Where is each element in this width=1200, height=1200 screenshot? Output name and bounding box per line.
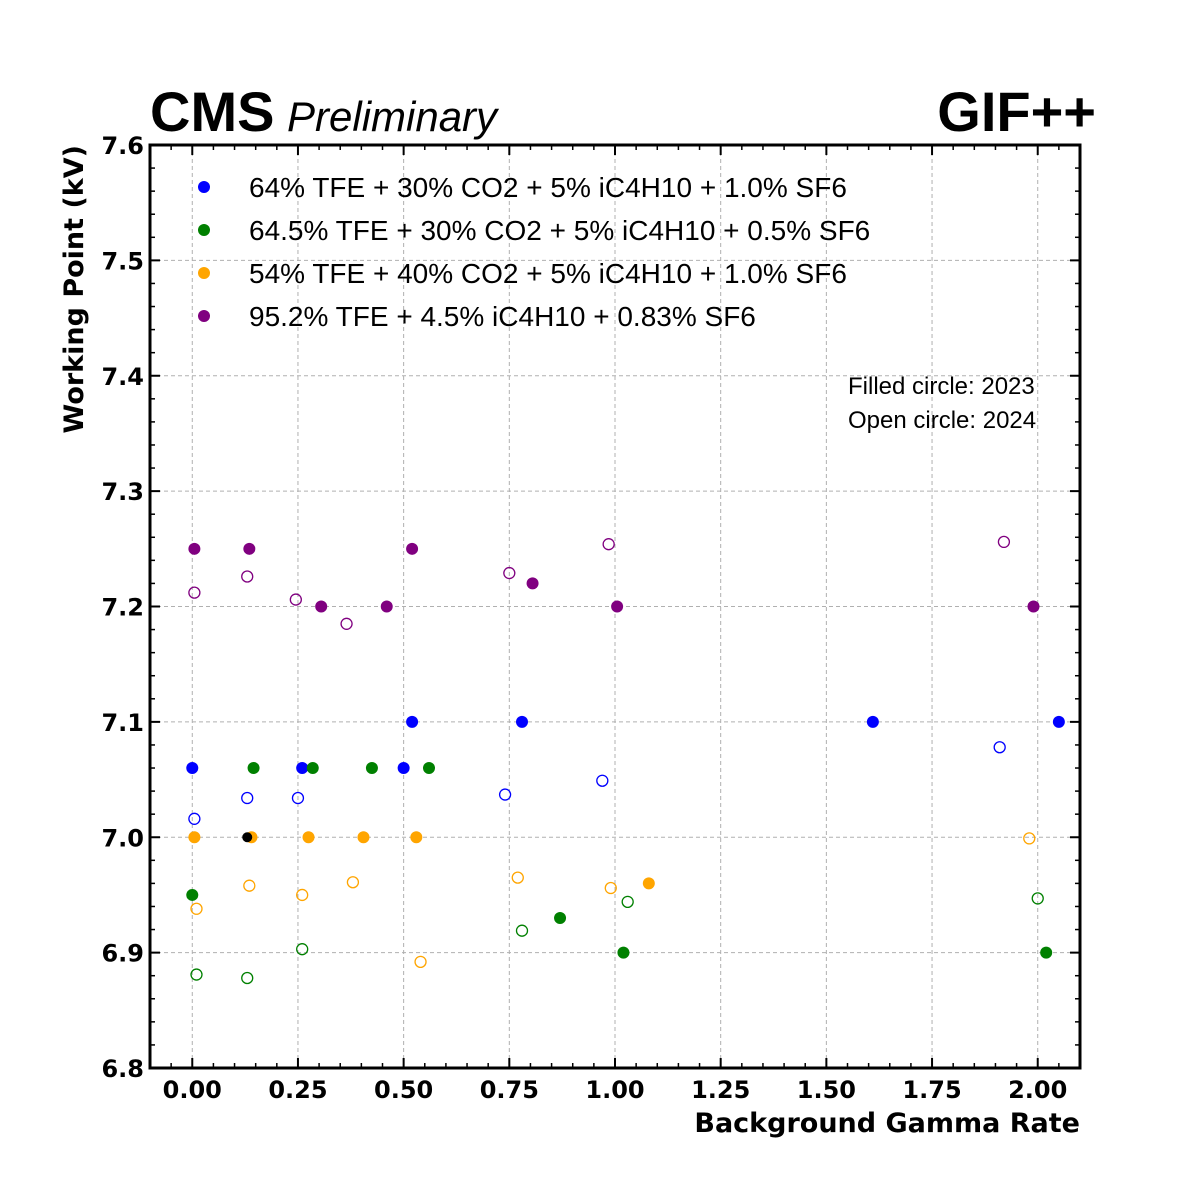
filled-point-series-4 (1027, 600, 1040, 613)
x-tick-label: 1.75 (902, 1076, 961, 1104)
filled-point-series-3 (642, 877, 655, 890)
filled-point-series-1 (186, 762, 199, 775)
x-tick-label: 1.25 (691, 1076, 750, 1104)
tick-layer (150, 144, 1081, 1069)
open-point-series-3 (243, 879, 256, 892)
y-tick-label: 7.0 (101, 824, 144, 852)
filled-point-series-4 (243, 542, 256, 555)
legend-marker-series-3 (198, 267, 210, 279)
open-point-series-1 (993, 741, 1006, 754)
filled-point-extra (242, 832, 253, 843)
filled-point-series-1 (296, 762, 309, 775)
open-point-series-3 (296, 888, 309, 902)
x-tick-label: 1.50 (797, 1076, 856, 1104)
filled-point-series-2 (306, 762, 319, 775)
open-point-series-3 (604, 881, 617, 895)
legend-label-series-3: 54% TFE + 40% CO2 + 5% iC4H10 + 1.0% SF6 (249, 258, 847, 289)
filled-point-series-1 (397, 762, 410, 775)
open-point-series-1 (241, 791, 254, 805)
filled-point-series-3 (357, 831, 370, 844)
y-tick-label: 7.4 (101, 363, 144, 391)
filled-point-series-2 (247, 762, 260, 775)
filled-point-series-4 (380, 600, 393, 613)
open-point-series-3 (1023, 832, 1036, 845)
y-axis-label: Working Point (kV) (59, 145, 90, 434)
y-tick-label: 7.3 (101, 478, 144, 506)
x-tick-label: 2.00 (1008, 1076, 1067, 1104)
filled-circle-note: Filled circle: 2023 (848, 373, 1035, 400)
filled-point-series-3 (188, 831, 201, 844)
filled-point-series-4 (611, 600, 624, 613)
x-tick-label: 1.00 (585, 1076, 644, 1104)
filled-point-series-2 (554, 912, 567, 925)
marker-layer (186, 535, 1065, 985)
open-point-series-1 (291, 791, 305, 805)
y-tick-label: 7.1 (101, 709, 144, 737)
open-point-series-4 (241, 570, 254, 583)
filled-point-series-4 (188, 542, 201, 555)
y-tick-label: 6.9 (101, 940, 144, 968)
open-point-series-4 (289, 593, 302, 606)
filled-point-series-2 (365, 762, 378, 775)
filled-point-series-1 (516, 715, 528, 728)
open-point-series-3 (190, 902, 203, 915)
filled-point-series-1 (1052, 715, 1065, 728)
x-axis-label: Background Gamma Rate (694, 1108, 1080, 1139)
x-tick-label: 0.00 (163, 1076, 222, 1104)
open-point-series-2 (190, 968, 203, 981)
y-tick-label: 7.5 (101, 247, 144, 275)
legend-marker-series-4 (198, 310, 210, 322)
filled-point-series-4 (406, 542, 419, 555)
filled-point-series-1 (406, 715, 419, 728)
open-point-series-3 (414, 955, 427, 969)
status-label: Preliminary (287, 93, 500, 140)
legend-marker-series-2 (198, 224, 210, 236)
open-point-series-4 (997, 535, 1011, 549)
filled-point-series-3 (302, 831, 315, 844)
legend-marker-series-1 (198, 181, 210, 193)
open-point-series-2 (1031, 892, 1044, 905)
experiment-label: CMS (150, 80, 274, 143)
filled-point-series-2 (617, 946, 630, 959)
open-point-series-1 (596, 774, 609, 787)
open-point-series-3 (346, 876, 360, 889)
filled-point-series-4 (526, 577, 539, 590)
open-point-series-4 (340, 617, 353, 630)
open-point-series-2 (515, 924, 529, 937)
y-tick-label: 7.6 (101, 132, 144, 160)
legend-label-series-1: 64% TFE + 30% CO2 + 5% iC4H10 + 1.0% SF6 (249, 172, 847, 203)
filled-point-series-1 (866, 715, 879, 728)
y-tick-label: 7.2 (101, 594, 144, 622)
filled-point-series-2 (186, 888, 199, 901)
y-tick-label: 6.8 (101, 1055, 144, 1083)
open-point-series-4 (602, 538, 615, 551)
open-point-series-2 (241, 971, 254, 985)
filled-point-series-3 (410, 831, 423, 844)
legend-label-series-2: 64.5% TFE + 30% CO2 + 5% iC4H10 + 0.5% S… (249, 215, 870, 246)
filled-point-series-2 (423, 762, 435, 775)
x-tick-label: 0.50 (374, 1076, 433, 1104)
facility-label: GIF++ (937, 80, 1096, 143)
legend-label-series-4: 95.2% TFE + 4.5% iC4H10 + 0.83% SF6 (249, 301, 756, 332)
x-tick-label: 0.75 (480, 1076, 539, 1104)
x-tick-label: 0.25 (268, 1076, 327, 1104)
filled-point-series-4 (315, 600, 328, 613)
open-point-series-2 (621, 895, 634, 909)
legend: 64% TFE + 30% CO2 + 5% iC4H10 + 1.0% SF6… (198, 172, 870, 332)
open-point-series-1 (188, 812, 201, 825)
open-point-series-4 (188, 586, 201, 599)
open-point-series-1 (498, 788, 512, 801)
tick-label-layer: 0.00 0.25 0.50 0.75 1.00 1.25 1.50 1.75 2.00 6.8 6… (101, 132, 1067, 1104)
open-point-series-3 (511, 871, 524, 884)
open-point-series-4 (503, 566, 516, 580)
open-point-series-2 (296, 943, 309, 956)
filled-point-series-2 (1040, 946, 1053, 959)
open-circle-note: Open circle: 2024 (848, 407, 1036, 434)
